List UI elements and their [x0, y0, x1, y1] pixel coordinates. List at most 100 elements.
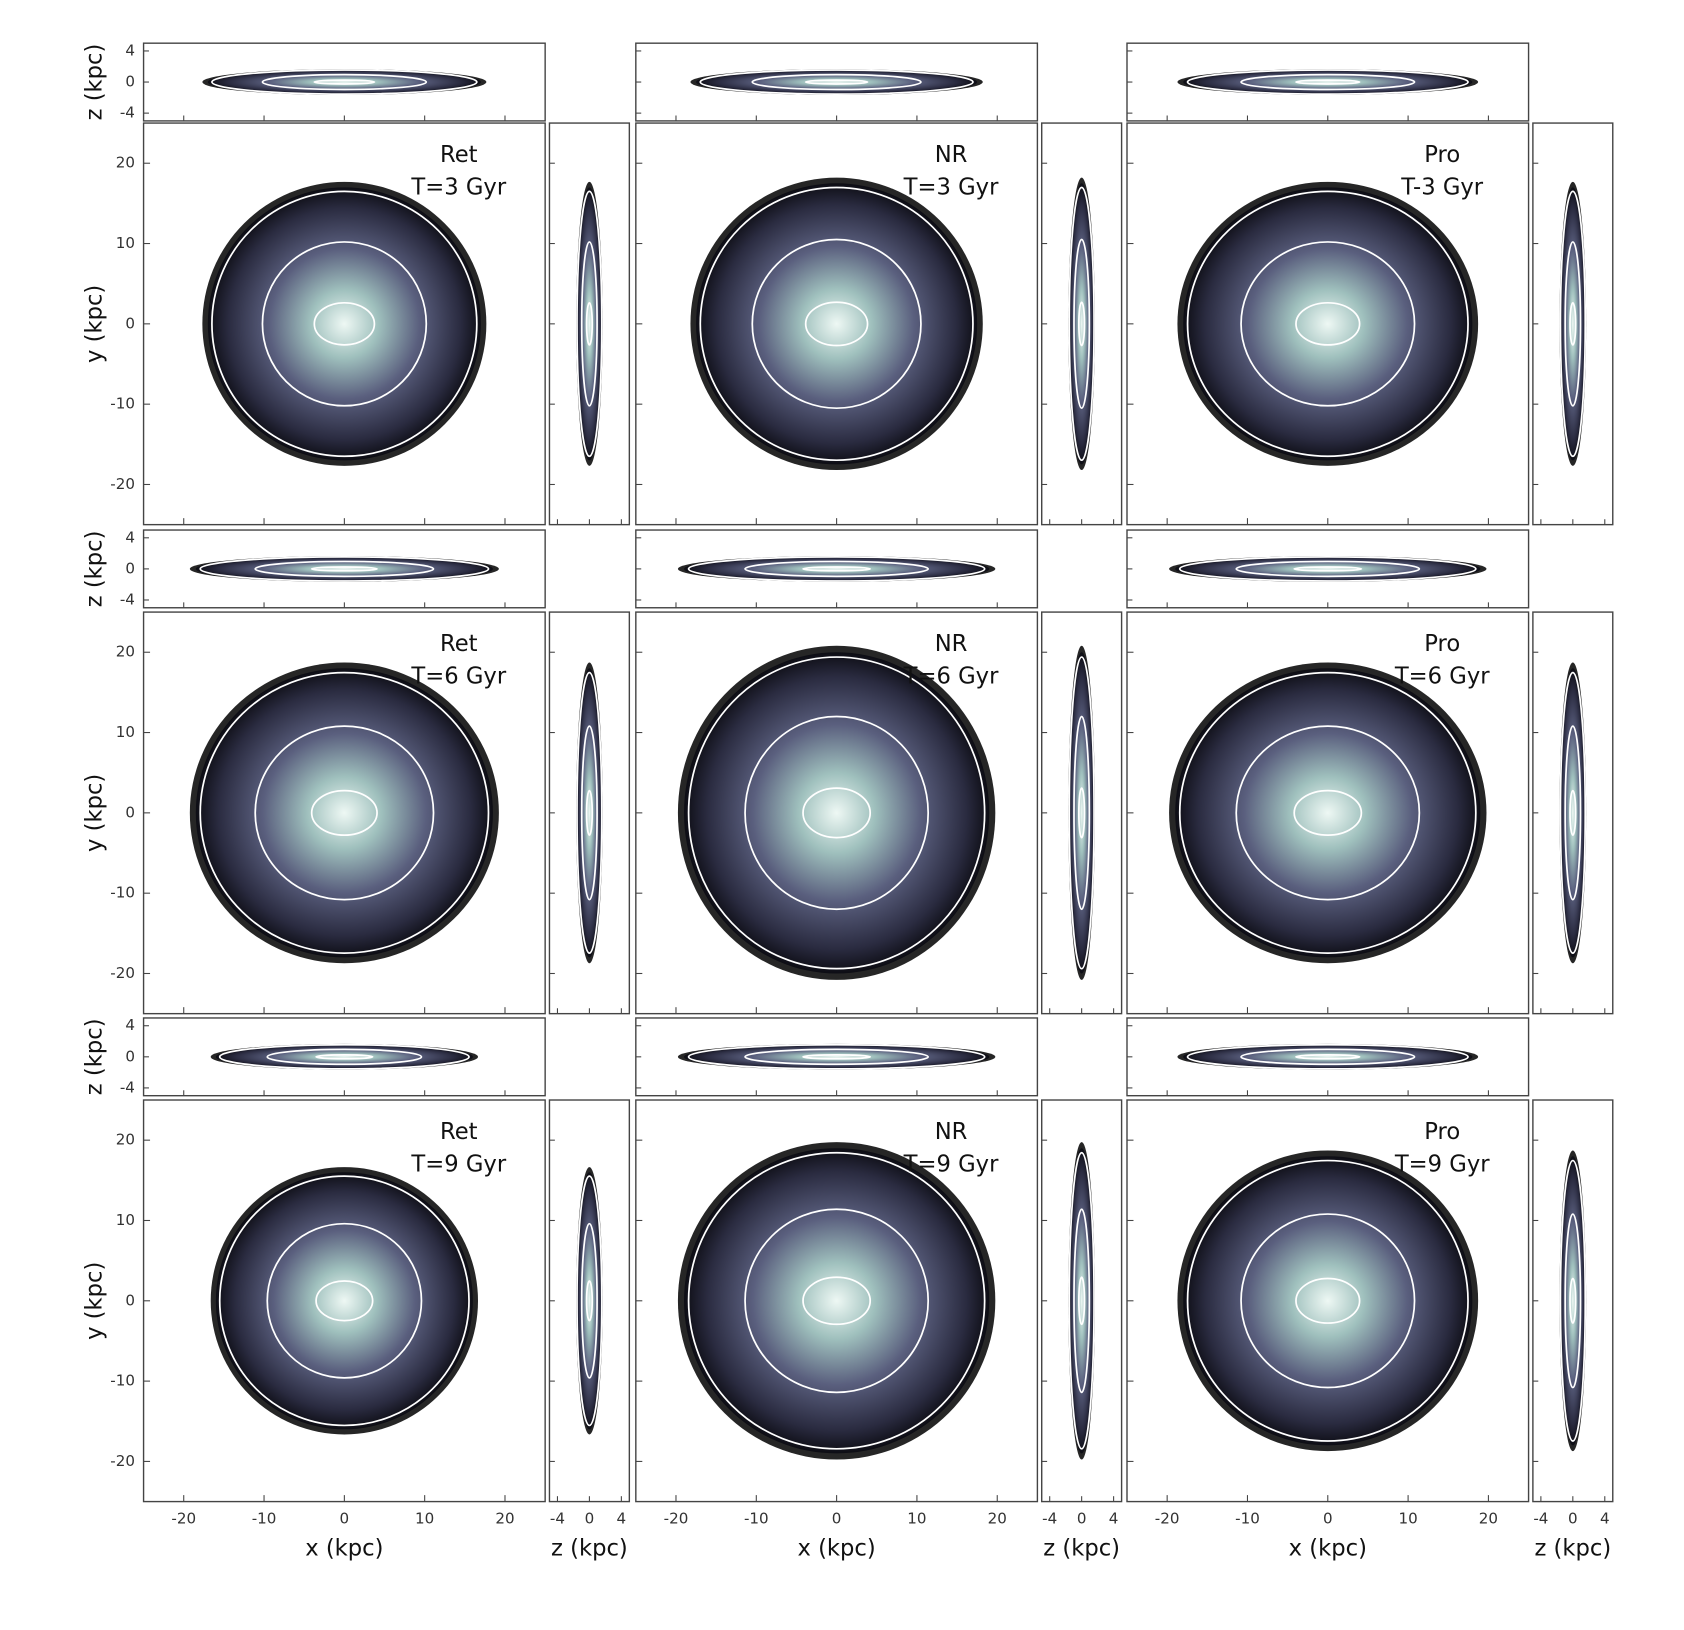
- y-tick-label: -20: [110, 1452, 135, 1470]
- contour: [1240, 73, 1416, 91]
- x-axis-label: x (kpc): [797, 1536, 875, 1562]
- contour: [1293, 789, 1363, 836]
- contour: [1077, 301, 1086, 347]
- contour: [744, 1208, 930, 1394]
- contour: [1073, 715, 1091, 911]
- contour: [699, 186, 974, 462]
- panel-time: T=6 Gyr: [410, 663, 506, 689]
- contour: [802, 1276, 872, 1326]
- contour: [261, 241, 428, 407]
- x-tick-label: 20: [495, 1509, 514, 1527]
- z-tick-label: -4: [120, 1078, 135, 1096]
- x-tick-label: 20: [988, 1509, 1007, 1527]
- x-tick-label: -10: [1235, 1509, 1260, 1527]
- contour: [1559, 190, 1587, 458]
- contour: [254, 560, 435, 578]
- panel-model: NR: [935, 1119, 968, 1145]
- panel-model: NR: [935, 142, 968, 168]
- contour: [1235, 560, 1421, 578]
- contour: [315, 1054, 374, 1060]
- panel-time: T=9 Gyr: [903, 1151, 999, 1177]
- contour: [1186, 1159, 1469, 1442]
- panel-time: T-3 Gyr: [1400, 174, 1484, 200]
- contour: [1077, 787, 1086, 839]
- contour: [1178, 671, 1477, 954]
- edge-on-map: [1183, 69, 1473, 95]
- z-tick-label: 4: [617, 1509, 627, 1527]
- contour: [266, 1048, 423, 1066]
- contour: [313, 301, 376, 346]
- contour: [1240, 1213, 1416, 1389]
- contour: [1295, 79, 1361, 85]
- y-tick-label: -10: [110, 884, 135, 902]
- z-tick-label: -4: [550, 1509, 565, 1527]
- edge-on-map: [684, 556, 990, 582]
- face-on-map: [684, 652, 990, 974]
- y-tick-label: 20: [116, 643, 135, 661]
- z-axis-label: z (kpc): [81, 531, 107, 608]
- contour: [1295, 1277, 1361, 1324]
- x-tick-label: 10: [1398, 1509, 1417, 1527]
- contour: [744, 1048, 930, 1066]
- contour: [1240, 1048, 1416, 1066]
- contour: [687, 1043, 986, 1070]
- panel-model: Pro: [1424, 1119, 1460, 1145]
- panel-time: T=9 Gyr: [1394, 1151, 1490, 1177]
- x-tick-label: -10: [744, 1509, 769, 1527]
- z-tick-label: 0: [125, 559, 135, 577]
- face-on-map: [1175, 668, 1481, 958]
- z-axis-label: z (kpc): [551, 1536, 628, 1562]
- contour: [802, 566, 872, 572]
- contour: [1295, 301, 1361, 346]
- y-tick-label: -20: [110, 964, 135, 982]
- z-axis-label: z (kpc): [1534, 1536, 1611, 1562]
- panel-time: T=6 Gyr: [903, 663, 999, 689]
- edge-on-map: [1068, 183, 1095, 465]
- edge-on-map: [1068, 1148, 1095, 1454]
- x-tick-label: 0: [340, 1509, 350, 1527]
- face-on-map: [195, 668, 493, 958]
- x-tick-label: 0: [1323, 1509, 1333, 1527]
- edge-on-map: [1183, 1044, 1473, 1070]
- contour: [744, 560, 930, 578]
- z-tick-label: -4: [120, 590, 135, 608]
- contour: [1068, 186, 1095, 462]
- figure-body: Ret T=3 Gyr -20 -10 0 10 20 -4 0 4 y (kpc) z (kpc) N…: [81, 41, 1614, 1562]
- contour: [310, 789, 378, 836]
- contour: [751, 73, 922, 91]
- z-axis-label: z (kpc): [81, 44, 107, 121]
- y-tick-label: -10: [110, 395, 135, 413]
- contour: [1559, 1159, 1587, 1442]
- contour: [576, 190, 603, 458]
- contour: [1068, 1151, 1095, 1450]
- edge-on-map: [1560, 1156, 1586, 1446]
- contour: [1068, 656, 1095, 970]
- contour: [211, 69, 478, 95]
- panel-time: T=9 Gyr: [410, 1151, 506, 1177]
- contour: [1186, 69, 1469, 95]
- y-tick-label: 0: [125, 1291, 135, 1309]
- contour: [1564, 241, 1582, 407]
- contour: [585, 1280, 594, 1322]
- contour: [218, 1175, 470, 1427]
- z-tick-label: 4: [125, 41, 135, 59]
- contour: [580, 241, 598, 407]
- contour: [254, 725, 435, 901]
- contour: [211, 190, 478, 458]
- contour: [218, 1043, 470, 1070]
- contour: [1564, 1213, 1582, 1389]
- panel-model: Pro: [1424, 631, 1460, 657]
- z-tick-label: 4: [1109, 1509, 1119, 1527]
- edge-on-map: [1560, 668, 1586, 958]
- z-axis-label: z (kpc): [1043, 1536, 1120, 1562]
- contour: [576, 671, 603, 954]
- contour: [1178, 555, 1477, 582]
- contour: [580, 1222, 598, 1379]
- face-on-map: [1183, 187, 1473, 461]
- y-tick-label: 0: [125, 314, 135, 332]
- y-axis-label: y (kpc): [81, 285, 107, 363]
- edge-on-map: [576, 187, 603, 461]
- contour: [687, 1151, 986, 1450]
- x-tick-label: -20: [1155, 1509, 1180, 1527]
- panel-model: Ret: [440, 1119, 478, 1145]
